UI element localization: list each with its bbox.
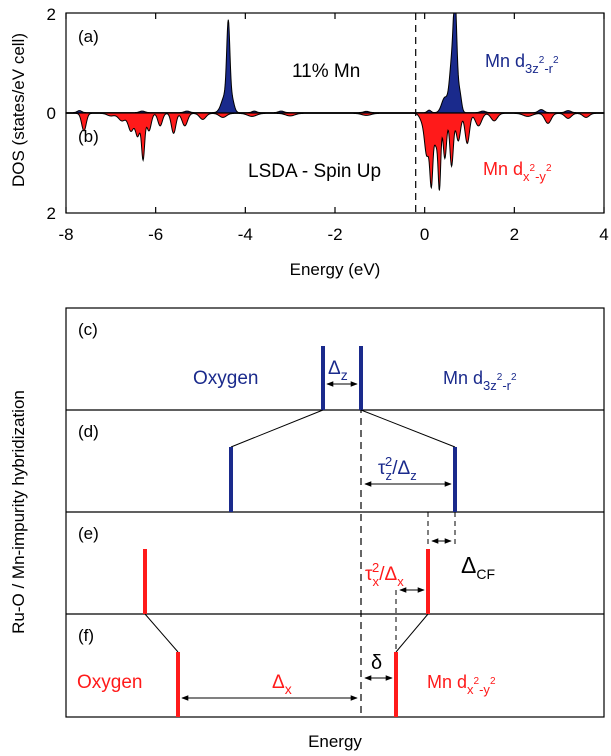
oxygen-label-f: Oxygen	[77, 672, 142, 693]
x-tick-label: -6	[148, 225, 163, 244]
panel-f-label: (f)	[78, 626, 94, 645]
oxygen-label-c: Oxygen	[193, 368, 258, 389]
ytick-b-bottom: 2	[47, 204, 56, 223]
panel-e-label: (e)	[78, 524, 99, 543]
mn-label-c: Mn d3z2-r2	[443, 368, 517, 393]
ytick-a-bottom: 0	[47, 104, 56, 123]
panel-a-annotation: 11% Mn	[292, 61, 360, 82]
panel-c-label: (c)	[78, 320, 98, 339]
y-axis-title: DOS (states/eV cell)	[9, 33, 28, 187]
series-label-a: Mn d3z2-r2	[485, 51, 559, 76]
x-axis-title: Energy (eV)	[290, 260, 381, 279]
ytick-a-top: 2	[47, 5, 56, 24]
panel-d-label: (d)	[78, 422, 99, 441]
panel-b-annotation: LSDA - Spin Up	[248, 161, 381, 182]
tau-z-label: τz2/Δz	[378, 454, 417, 483]
connector-d-left	[230, 409, 324, 448]
delta-small-label: δ	[371, 652, 382, 674]
dos-chart: (a) 11% Mn Mn d3z2-r2 2 0 (b) LSDA - Spi…	[9, 5, 609, 279]
x-tick-label: -8	[58, 225, 73, 244]
dos-panel-a: (a) 11% Mn Mn d3z2-r2 2 0	[47, 5, 605, 123]
connector-f-left	[144, 613, 179, 653]
panel-a-label: (a)	[78, 27, 99, 46]
delta-z-label: Δz	[328, 358, 348, 383]
x-axis-ticks: -8 -6 -4 -2 0 2 4	[58, 13, 609, 244]
panel-b-label: (b)	[78, 127, 99, 146]
diagram-y-title: Ru-O / Mn-impurity hybridization	[9, 390, 28, 634]
delta-cf-label: ΔCF	[461, 552, 495, 582]
delta-x-label: Δx	[272, 672, 292, 697]
x-tick-label: -4	[238, 225, 253, 244]
level-diagram: (c) (d) (e) (f) Oxygen Δz Mn d3z2-r2 τz2…	[9, 307, 605, 751]
connector-f-right	[395, 613, 429, 653]
tau-x-label: τx2/Δx	[365, 560, 404, 589]
x-tick-label: 2	[510, 225, 519, 244]
mn-label-f: Mn dx2-y2	[427, 672, 496, 697]
diagram-x-title: Energy	[308, 732, 362, 751]
x-tick-label: -2	[327, 225, 342, 244]
series-label-b: Mn dx2-y2	[483, 159, 552, 184]
x-tick-label: 0	[420, 225, 429, 244]
x-tick-label: 4	[599, 225, 608, 244]
dos-panel-b: (b) LSDA - Spin Up Mn dx2-y2 2	[47, 112, 605, 223]
connector-d-right	[360, 409, 456, 448]
